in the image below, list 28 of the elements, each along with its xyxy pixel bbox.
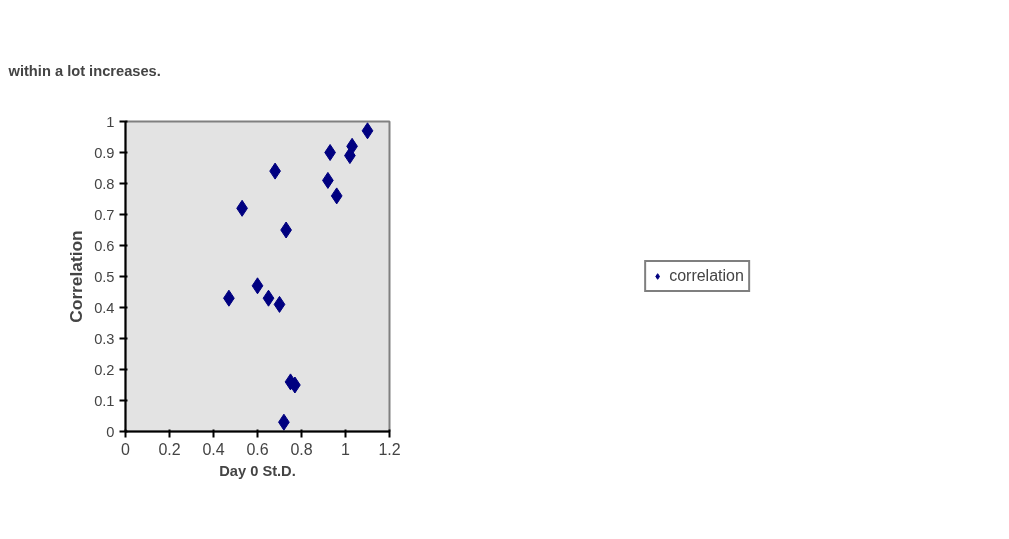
x-tick-label: 0.4: [202, 440, 225, 458]
y-tick-label: 0.5: [94, 268, 115, 285]
y-tick-label: 0.1: [94, 392, 115, 409]
y-tick-label: 0: [106, 423, 115, 440]
text: within a lot increases.: [7, 63, 161, 79]
y-axis-title: Correlation: [66, 230, 87, 323]
point: [262, 289, 275, 307]
y-tick-label: 0.6: [94, 237, 115, 254]
x-tick-label: 0.8: [290, 440, 313, 458]
y-tick-label: 0.3: [94, 330, 115, 347]
y-tick-label: 0.4: [94, 299, 115, 316]
x-tick-label: 1: [341, 440, 351, 458]
x-tick-label: 0.6: [246, 440, 269, 458]
point: [251, 277, 264, 295]
point: [324, 144, 336, 161]
y-tick-label: 0.8: [94, 175, 115, 192]
y-tick-label: 0.9: [94, 144, 115, 161]
x-tick-label: 0: [121, 440, 131, 458]
legend-label: correlation: [669, 267, 744, 285]
x-tick-label: 0.2: [158, 440, 181, 458]
y-tick-label: 1: [106, 113, 115, 130]
x-axis-title: Day 0 St.D.: [219, 462, 296, 479]
y-tick-label: 0.2: [94, 361, 115, 378]
point: [361, 122, 374, 140]
point: [273, 295, 286, 313]
x-tick-label: 1.2: [378, 440, 401, 458]
y-tick-label: 0.7: [94, 206, 115, 223]
point: [330, 187, 343, 205]
